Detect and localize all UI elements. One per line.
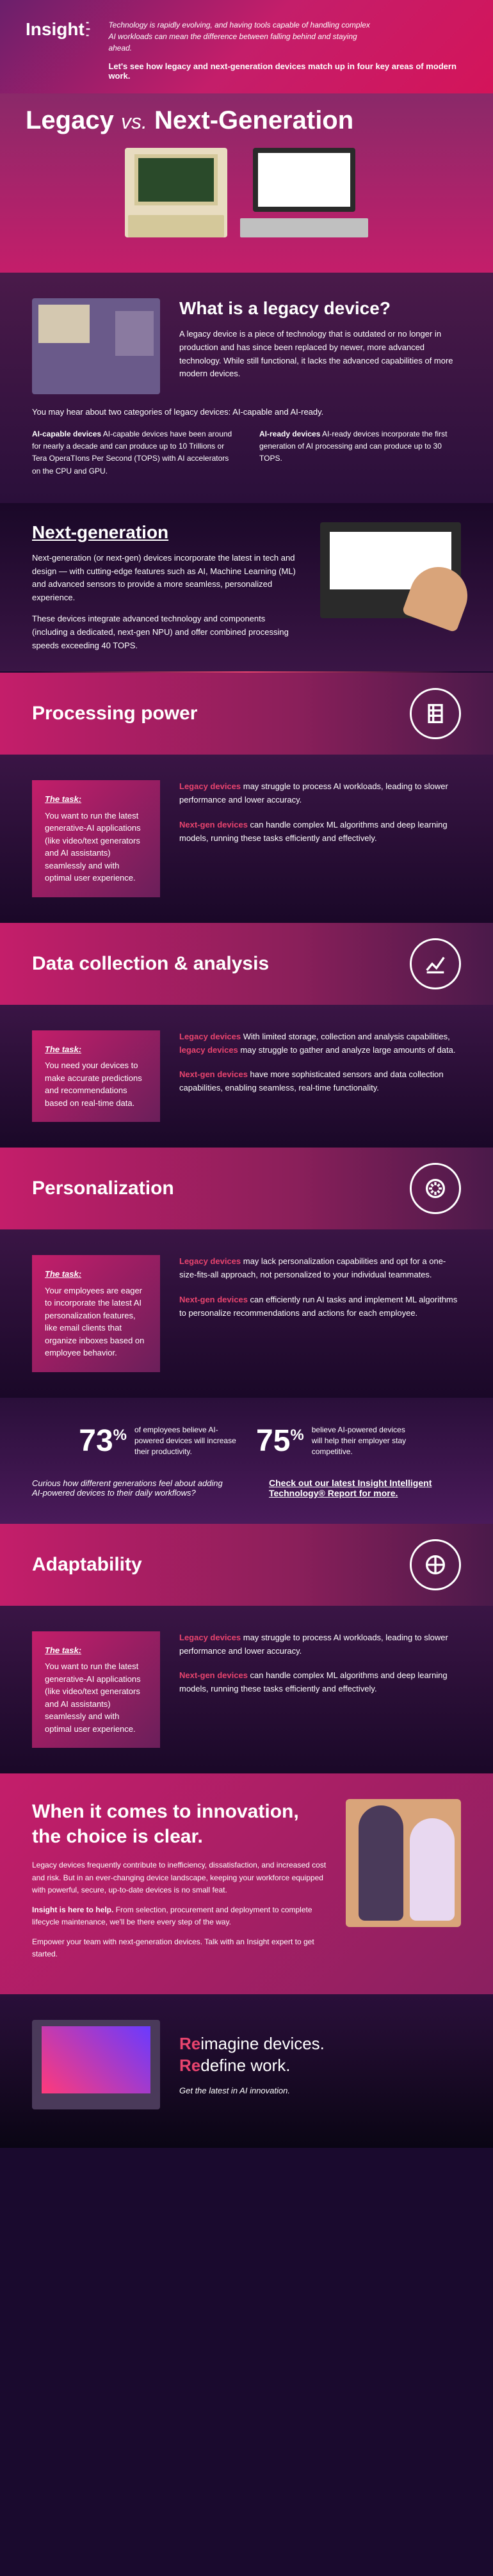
nextgen-compare: Next-gen devices can efficiently run AI …	[179, 1293, 461, 1320]
category-heading: Adaptability	[0, 1524, 493, 1606]
compare-col: Legacy devices may struggle to process A…	[179, 1631, 461, 1748]
innovation-p3: Empower your team with next-generation d…	[32, 1936, 327, 1960]
stat-1-num: 73	[79, 1424, 113, 1458]
legacy-compare: Legacy devices may struggle to process A…	[179, 1631, 461, 1658]
category-title: Adaptability	[32, 1554, 142, 1576]
stat-2-num: 75	[256, 1424, 290, 1458]
task-label: The task:	[45, 1644, 147, 1657]
legacy-compare: Legacy devices With limited storage, col…	[179, 1030, 461, 1057]
task-row: The task: You need your devices to make a…	[0, 1005, 493, 1148]
category-title: Data collection & analysis	[32, 953, 269, 975]
task-text: Your employees are eager to incorporate …	[45, 1286, 144, 1358]
task-text: You need your devices to make accurate p…	[45, 1060, 142, 1108]
legacy-compare: Legacy devices may struggle to process A…	[179, 780, 461, 807]
task-box: The task: You want to run the latest gene…	[32, 780, 160, 897]
stats-section: 73%of employees believe AI-powered devic…	[0, 1398, 493, 1524]
legacy-body: A legacy device is a piece of technology…	[179, 328, 461, 381]
innovation-heading: When it comes to innovation, the choice …	[32, 1799, 327, 1849]
task-row: The task: You want to run the latest gene…	[0, 755, 493, 923]
compare-col: Legacy devices may struggle to process A…	[179, 780, 461, 897]
footer-laptop-image	[32, 2020, 160, 2109]
new-laptop-image	[240, 148, 368, 237]
task-label: The task:	[45, 1268, 147, 1281]
category-icon	[410, 1539, 461, 1590]
footer: Reimagine devices. Redefine work. Get th…	[0, 1994, 493, 2148]
logo: Insight∙∙∙∙∙∙∙	[26, 19, 89, 40]
category-icon	[410, 938, 461, 989]
legacy-note: You may hear about two categories of leg…	[32, 407, 461, 417]
cta-link[interactable]: Check out our latest Insight Intelligent…	[269, 1478, 461, 1498]
footer-tagline: Reimagine devices. Redefine work.	[179, 2033, 461, 2077]
stat-1: 73%of employees believe AI-powered devic…	[79, 1423, 237, 1459]
logo-text: Insight	[26, 19, 85, 40]
stat-2: 75%believe AI-powered devices will help …	[256, 1423, 414, 1459]
ai-ready-col: AI-ready devices AI-ready devices incorp…	[259, 428, 461, 477]
title-band: Legacy vs. Next-Generation	[0, 93, 493, 273]
people-image	[346, 1799, 461, 1927]
nextgen-laptop-image	[320, 522, 461, 618]
legacy-heading: What is a legacy device?	[179, 298, 461, 319]
category-title: Personalization	[32, 1178, 174, 1199]
nextgen-compare: Next-gen devices have more sophisticated…	[179, 1068, 461, 1095]
compare-col: Legacy devices may lack personalization …	[179, 1255, 461, 1372]
old-pc-image	[125, 148, 227, 237]
header-sub: Let's see how legacy and next-generation…	[108, 61, 467, 81]
stat-2-text: believe AI-powered devices will help the…	[312, 1425, 414, 1457]
category-heading: Personalization	[0, 1148, 493, 1229]
title-legacy: Legacy	[26, 106, 114, 134]
task-row: The task: You want to run the latest gene…	[0, 1606, 493, 1774]
task-box: The task: You want to run the latest gene…	[32, 1631, 160, 1748]
nextgen-heading: Next-generation	[32, 522, 301, 543]
task-box: The task: You need your devices to make a…	[32, 1030, 160, 1123]
logo-dots-icon: ∙∙∙∙∙∙∙	[86, 19, 90, 38]
legacy-section: What is a legacy device? A legacy device…	[0, 273, 493, 503]
nextgen-compare: Next-gen devices can handle complex ML a…	[179, 1669, 461, 1696]
cta-question: Curious how different generations feel a…	[32, 1478, 224, 1498]
task-box: The task: Your employees are eager to inc…	[32, 1255, 160, 1372]
innovation-p1: Legacy devices frequently contribute to …	[32, 1859, 327, 1896]
nextgen-p2: These devices integrate advanced technol…	[32, 612, 301, 652]
category-heading: Data collection & analysis	[0, 923, 493, 1005]
header: Insight∙∙∙∙∙∙∙ Technology is rapidly evo…	[0, 0, 493, 93]
task-label: The task:	[45, 1043, 147, 1056]
footer-sub: Get the latest in AI innovation.	[179, 2086, 461, 2095]
innovation-p2: Insight is here to help. From selection,…	[32, 1904, 327, 1928]
infographic: Insight∙∙∙∙∙∙∙ Technology is rapidly evo…	[0, 0, 493, 2148]
nextgen-section: Next-generation Next-generation (or next…	[0, 503, 493, 672]
task-row: The task: Your employees are eager to inc…	[0, 1229, 493, 1398]
title-vs: vs.	[121, 110, 147, 133]
title-nextgen: Next-Generation	[154, 106, 353, 134]
innovation-section: When it comes to innovation, the choice …	[0, 1773, 493, 1994]
nextgen-compare: Next-gen devices can handle complex ML a…	[179, 819, 461, 845]
category-icon	[410, 1163, 461, 1214]
task-text: You want to run the latest generative-AI…	[45, 1661, 141, 1734]
header-intro: Technology is rapidly evolving, and havi…	[108, 19, 377, 54]
stat-1-text: of employees believe AI-powered devices …	[134, 1425, 237, 1457]
ai-capable-col: AI-capable devices AI-capable devices ha…	[32, 428, 234, 477]
nextgen-p1: Next-generation (or next-gen) devices in…	[32, 552, 301, 605]
category-heading: Processing power	[0, 673, 493, 755]
compare-col: Legacy devices With limited storage, col…	[179, 1030, 461, 1123]
category-title: Processing power	[32, 703, 197, 724]
task-text: You want to run the latest generative-AI…	[45, 811, 141, 883]
category-icon	[410, 688, 461, 739]
task-label: The task:	[45, 793, 147, 806]
legacy-devices-image	[32, 298, 160, 394]
legacy-compare: Legacy devices may lack personalization …	[179, 1255, 461, 1282]
main-title: Legacy vs. Next-Generation	[26, 106, 467, 135]
